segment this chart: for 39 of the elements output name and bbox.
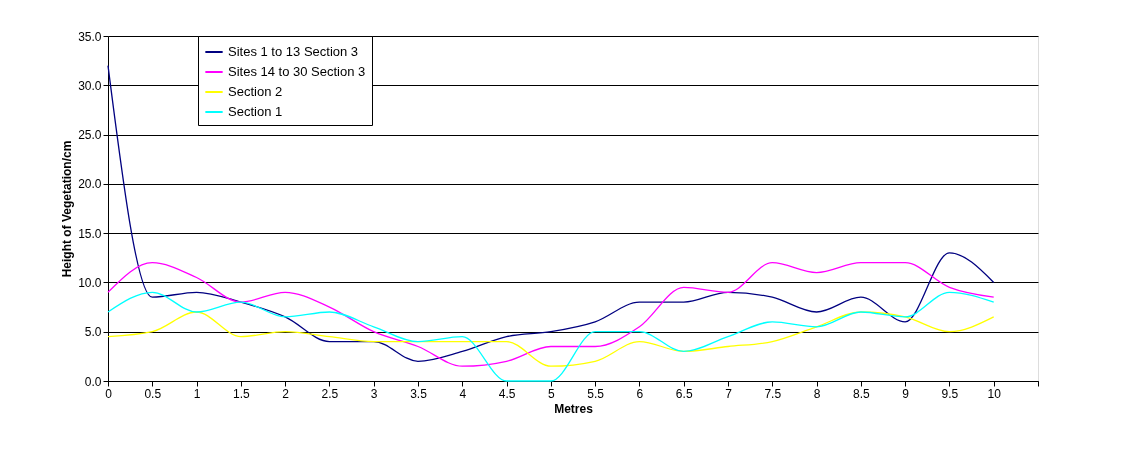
- line-series: [107, 291, 995, 382]
- y-tick-label: 5.0: [84, 325, 102, 340]
- legend-label: Sites 14 to 30 Section 3: [228, 64, 366, 79]
- x-tick-label: 2: [282, 386, 290, 401]
- x-tick-label: 3.5: [410, 386, 428, 401]
- y-tick-label: 10.0: [78, 275, 102, 290]
- x-tick-label: 4: [459, 386, 467, 401]
- x-tick-label: 5.5: [587, 386, 605, 401]
- y-tick-label: 30.0: [78, 78, 102, 93]
- x-tick-label: 4.5: [498, 386, 516, 401]
- x-tick-label: 5: [548, 386, 556, 401]
- line-series: [107, 262, 995, 367]
- legend-label: Section 1: [228, 104, 283, 119]
- x-tick-label: 6.5: [675, 386, 693, 401]
- x-tick-label: 0.5: [144, 386, 162, 401]
- y-tick-label: 15.0: [78, 226, 102, 241]
- x-tick-label: 9.5: [941, 386, 959, 401]
- y-tick-label: 0.0: [84, 374, 102, 389]
- line-series: [107, 311, 995, 367]
- x-tick-label: 8: [813, 386, 821, 401]
- x-tick-label: 3: [370, 386, 378, 401]
- x-tick-label: 6: [636, 386, 644, 401]
- x-tick-label: 1.5: [233, 386, 251, 401]
- y-tick-label: 25.0: [78, 128, 102, 143]
- x-axis-title: Metres: [554, 401, 594, 416]
- x-tick-label: 2.5: [321, 386, 339, 401]
- y-tick-label: 20.0: [78, 177, 102, 192]
- y-axis-title: Height of Vegetation/cm: [60, 140, 75, 278]
- x-tick-label: 7: [725, 386, 733, 401]
- x-tick-label: 8.5: [853, 386, 871, 401]
- x-tick-label: 10: [987, 386, 1002, 401]
- line-series: [107, 64, 995, 362]
- y-tick-label: 35.0: [78, 29, 102, 44]
- legend-label: Sites 1 to 13 Section 3: [228, 44, 359, 59]
- x-tick-label: 0: [105, 386, 113, 401]
- x-tick-label: 9: [902, 386, 910, 401]
- x-tick-label: 7.5: [764, 386, 782, 401]
- x-tick-label: 1: [193, 386, 201, 401]
- legend-label: Section 2: [228, 84, 283, 99]
